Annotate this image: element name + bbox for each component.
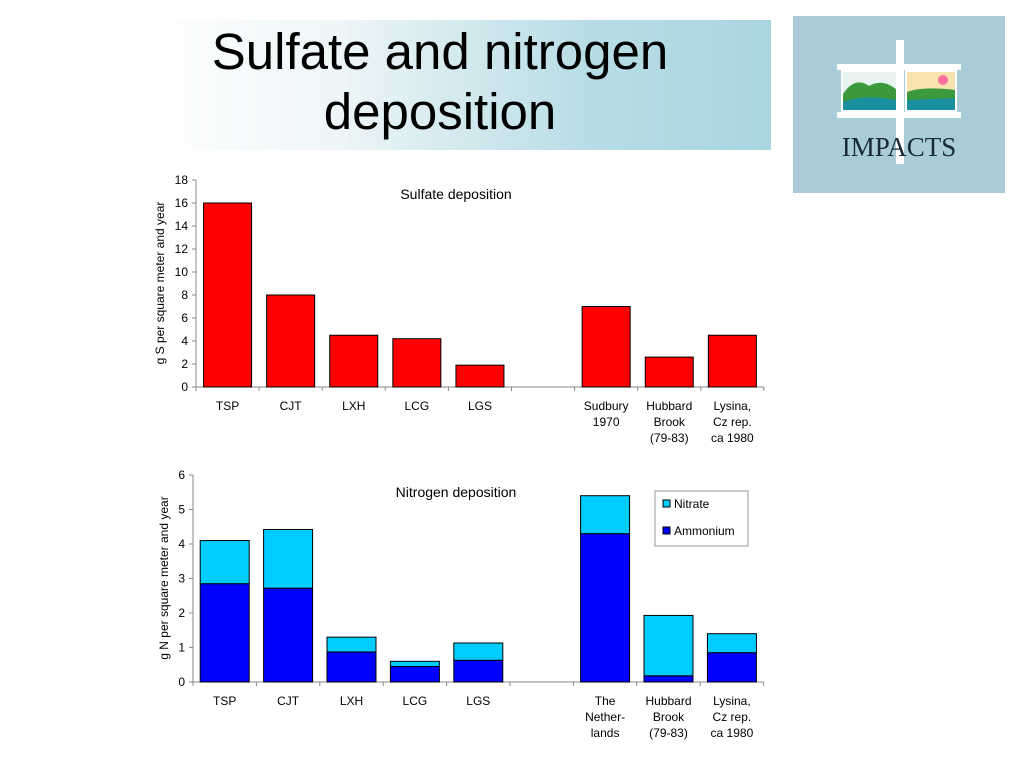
chart2-bar-ammonium — [580, 533, 631, 683]
chart2-category-label: The — [595, 694, 616, 708]
chart1-category-label: ca 1980 — [711, 431, 754, 445]
chart2-category-label: LCG — [403, 694, 428, 708]
chart2-category-label: CJT — [277, 694, 300, 708]
chart2-legend-label-nitrate: Nitrate — [674, 497, 710, 511]
chart1-bar — [455, 364, 505, 388]
slide-title: Sulfate and nitrogen deposition — [148, 22, 732, 142]
chart1-y-tick-label: 10 — [175, 265, 189, 279]
chart2-category-label: LGS — [466, 694, 490, 708]
logo-cross-vertical — [896, 40, 904, 164]
chart2-category-label: lands — [591, 726, 620, 740]
chart2-category-label: Hubbard — [645, 694, 691, 708]
chart2-title: Nitrogen deposition — [396, 484, 517, 500]
chart1-y-tick-label: 16 — [175, 196, 189, 210]
chart2-bar-nitrate — [706, 633, 757, 654]
chart1-y-tick-label: 12 — [175, 242, 189, 256]
chart1-y-tick-label: 4 — [181, 334, 188, 348]
chart2-y-tick-label: 5 — [178, 503, 185, 517]
chart1-bar — [707, 334, 757, 388]
chart2-category-label: LXH — [340, 694, 363, 708]
chart1-y-tick-label: 6 — [181, 311, 188, 325]
chart2-bar-ammonium — [706, 652, 757, 683]
chart1-y-tick-label: 0 — [181, 380, 188, 394]
chart1-y-axis-label: g S per square meter and year — [153, 202, 167, 365]
chart1-y-tick-label: 14 — [175, 219, 189, 233]
chart2-bar-nitrate — [326, 636, 377, 653]
chart1-category-label: 1970 — [593, 415, 620, 429]
logo-sun-icon — [938, 75, 948, 85]
chart2-legend-swatch-nitrate — [662, 499, 671, 508]
chart1-category-label: CJT — [280, 399, 303, 413]
chart2-y-tick-label: 4 — [178, 537, 185, 551]
chart2-bar-nitrate — [263, 529, 314, 589]
chart1-y-tick-label: 18 — [175, 173, 189, 187]
impacts-logo: IMPACTS — [793, 16, 1005, 193]
chart2-category-label: Nether- — [585, 710, 625, 724]
chart2-category-label: ca 1980 — [711, 726, 754, 740]
chart1-category-label: Sudbury — [584, 399, 629, 413]
chart1-bar — [392, 338, 442, 388]
impacts-logo-graphic: IMPACTS — [837, 40, 961, 164]
chart1-bar — [644, 356, 694, 388]
chart2-bar-ammonium — [389, 665, 440, 683]
chart1-y-tick-label: 8 — [181, 288, 188, 302]
chart1-category-label: LCG — [405, 399, 430, 413]
chart2-category-label: Lysina, — [713, 694, 751, 708]
chart2-y-tick-label: 0 — [178, 675, 185, 689]
chart2-legend-label-ammonium: Ammonium — [674, 524, 735, 538]
chart2-category-label: TSP — [213, 694, 236, 708]
chart2-bar-nitrate — [389, 660, 440, 667]
chart2-bar-nitrate — [580, 495, 631, 535]
title-band — [148, 20, 771, 150]
chart1-category-label: TSP — [216, 399, 239, 413]
chart2-legend-swatch-ammonium — [662, 526, 671, 535]
logo-cross-top — [837, 64, 961, 70]
chart2-bar-ammonium — [326, 651, 377, 683]
chart2-bar-ammonium — [643, 675, 694, 683]
chart2-y-tick-label: 6 — [178, 468, 185, 482]
chart2-y-tick-label: 2 — [178, 606, 185, 620]
chart2-bar-ammonium — [453, 659, 504, 683]
chart1-category-label: LXH — [342, 399, 365, 413]
chart1-bar — [266, 294, 316, 388]
chart2-y-tick-label: 1 — [178, 641, 185, 655]
chart1-category-label: (79-83) — [650, 431, 689, 445]
logo-text: IMPACTS — [842, 132, 957, 162]
slide-title-line1: Sulfate and nitrogen — [211, 23, 669, 80]
chart2-y-axis-label: g N per square meter and year — [157, 496, 171, 659]
chart1-category-label: Hubbard — [646, 399, 692, 413]
chart2-category-label: Cz rep. — [713, 710, 752, 724]
chart2-bar-ammonium — [263, 587, 314, 683]
chart1-y-tick-label: 2 — [181, 357, 188, 371]
chart2-y-tick-label: 3 — [178, 572, 185, 586]
logo-water-left — [843, 97, 897, 110]
chart1-category-label: Lysina, — [714, 399, 752, 413]
chart1-category-label: Cz rep. — [713, 415, 752, 429]
chart1-category-label: LGS — [468, 399, 492, 413]
chart2-bar-nitrate — [453, 642, 504, 661]
chart1-bar — [203, 202, 253, 388]
slide-title-line2: deposition — [323, 83, 557, 140]
chart1-bar — [581, 306, 631, 388]
chart2-category-label: Brook — [653, 710, 685, 724]
chart1-category-label: Brook — [654, 415, 686, 429]
chart2-bar-ammonium — [199, 583, 250, 683]
logo-cross-bottom — [837, 112, 961, 118]
chart2-bar-nitrate — [643, 614, 694, 677]
chart1-title: Sulfate deposition — [400, 186, 511, 202]
chart1-bar — [329, 334, 379, 388]
logo-water-right — [907, 98, 955, 110]
chart2-category-label: (79-83) — [649, 726, 688, 740]
chart2-bar-nitrate — [199, 540, 250, 585]
